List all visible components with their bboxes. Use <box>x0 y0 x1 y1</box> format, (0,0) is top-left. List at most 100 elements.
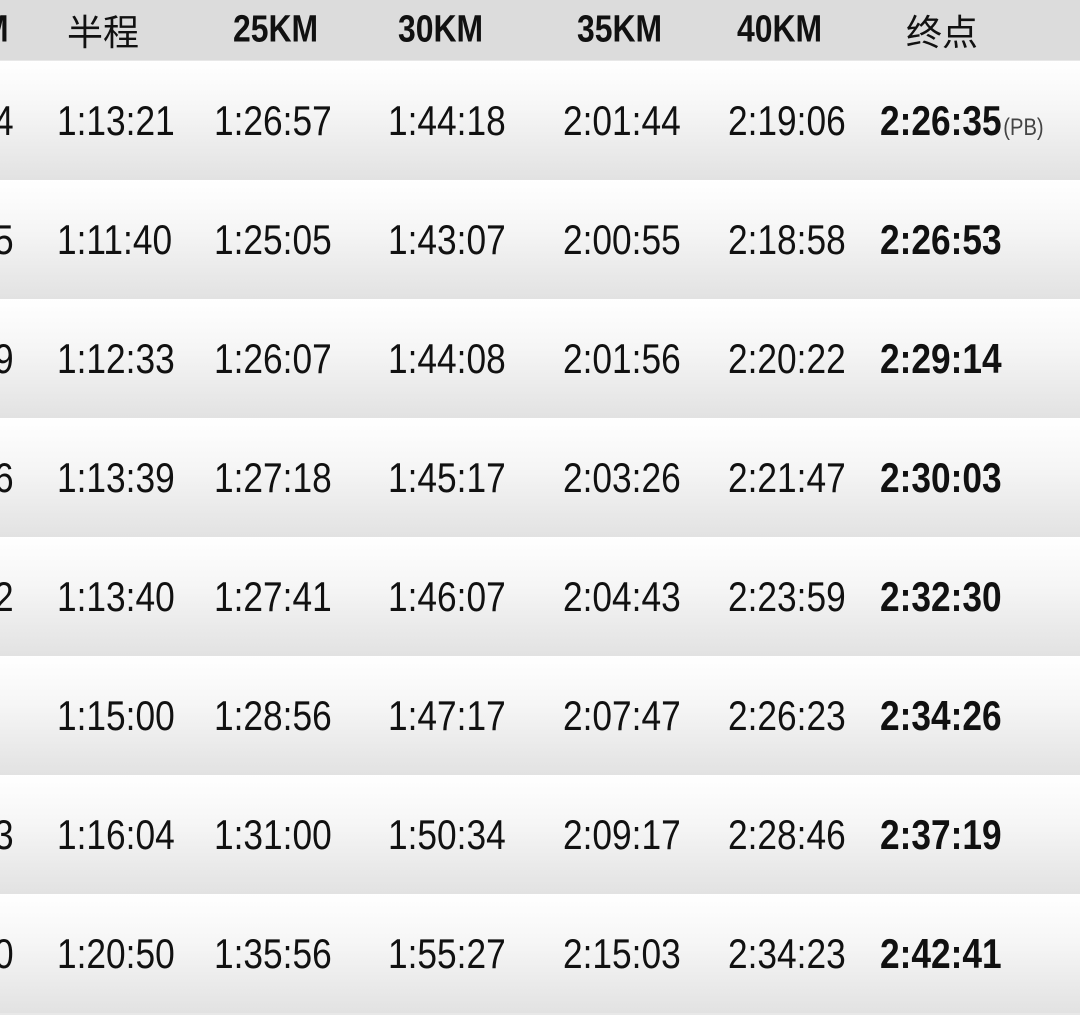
cell-text: 1:26:07 <box>214 334 332 382</box>
cell-text: 2:09:17 <box>563 810 681 858</box>
header-30km: 30KM <box>398 8 484 51</box>
table-header: M 半程 25KM 30KM 35KM 40KM 终点 <box>0 0 1080 60</box>
cell-text: 1:50:34 <box>388 810 506 858</box>
cell-finish: 2:37:19 <box>880 811 1002 859</box>
cell-text: 1:43:07 <box>388 215 506 263</box>
cell-half: 1:11:40 <box>57 216 172 264</box>
header-25km: 25KM <box>233 8 319 51</box>
cell-text: 1:55:27 <box>388 929 506 977</box>
cell-finish: 2:30:03 <box>880 454 1002 502</box>
cell-k30: 1:46:07 <box>388 573 506 621</box>
cell-text: 9 <box>0 335 14 382</box>
cell-k25: 1:35:56 <box>214 930 332 978</box>
cell-partial: 2 <box>0 573 14 621</box>
cell-text: 2:42:41 <box>880 929 1002 977</box>
cell-text: 1:12:33 <box>57 334 175 382</box>
cell-partial: 0 <box>0 930 14 978</box>
cell-k40: 2:20:22 <box>728 335 846 383</box>
cell-text: 1:44:18 <box>388 96 506 144</box>
cell-text: 1:20:50 <box>57 929 175 977</box>
cell-k25: 1:28:56 <box>214 692 332 740</box>
cell-finish: 2:42:41 <box>880 930 1002 978</box>
cell-text: 2:03:26 <box>563 453 681 501</box>
cell-text: 1:35:56 <box>214 929 332 977</box>
cell-k40: 2:28:46 <box>728 811 846 859</box>
cell-text: 2:30:03 <box>880 453 1002 501</box>
header-35km: 35KM <box>577 8 663 51</box>
table-row: 3 1:16:04 1:31:00 1:50:34 2:09:17 2:28:46 2:37… <box>0 775 1080 894</box>
table-row: 6 1:13:39 1:27:18 1:45:17 2:03:26 2:21:47 2:30… <box>0 418 1080 537</box>
cell-k30: 1:55:27 <box>388 930 506 978</box>
cell-text: 2:28:46 <box>728 810 846 858</box>
header-partial: M <box>0 9 9 52</box>
cell-k30: 1:45:17 <box>388 454 506 502</box>
cell-text: 1:47:17 <box>388 691 506 739</box>
cell-text: 2:23:59 <box>728 572 846 620</box>
cell-text: 1:46:07 <box>388 572 506 620</box>
cell-text: 2:32:30 <box>880 572 1002 620</box>
cell-text: 1:27:18 <box>214 453 332 501</box>
table-row: 4 1:13:21 1:26:57 1:44:18 2:01:44 2:19:06 2:26… <box>0 61 1080 180</box>
cell-half: 1:20:50 <box>57 930 175 978</box>
cell-k25: 1:26:57 <box>214 97 332 145</box>
cell-text: 1:44:08 <box>388 334 506 382</box>
cell-k25: 1:25:05 <box>214 216 332 264</box>
table-row: 1:15:00 1:28:56 1:47:17 2:07:47 2:26:23 2:34:… <box>0 656 1080 775</box>
cell-finish: 2:26:35(PB) <box>880 97 1044 145</box>
cell-half: 1:13:40 <box>57 573 175 621</box>
cell-partial: 3 <box>0 811 14 859</box>
cell-half: 1:12:33 <box>57 335 175 383</box>
cell-text: 2:01:56 <box>563 334 681 382</box>
table-row: 0 1:20:50 1:35:56 1:55:27 2:15:03 2:34:23 2:42… <box>0 894 1080 1013</box>
cell-half: 1:15:00 <box>57 692 175 740</box>
cell-text: 2:34:23 <box>728 929 846 977</box>
cell-text: 2:15:03 <box>563 929 681 977</box>
header-half: 半程 <box>67 12 140 53</box>
cell-k30: 1:44:18 <box>388 97 506 145</box>
cell-text: 2:01:44 <box>563 96 681 144</box>
cell-partial: 4 <box>0 97 14 145</box>
cell-finish: 2:26:53 <box>880 216 1002 264</box>
cell-text: 1:45:17 <box>388 453 506 501</box>
cell-text: 2:29:14 <box>880 334 1002 382</box>
cell-text: 2:34:26 <box>880 691 1002 739</box>
cell-text: 2:18:58 <box>728 215 846 263</box>
cell-half: 1:13:21 <box>57 97 175 145</box>
cell-text: 2:26:23 <box>728 691 846 739</box>
cell-text: 5 <box>0 216 14 263</box>
cell-k30: 1:50:34 <box>388 811 506 859</box>
cell-k30: 1:44:08 <box>388 335 506 383</box>
cell-k40: 2:34:23 <box>728 930 846 978</box>
cell-k35: 2:07:47 <box>563 692 681 740</box>
cell-half: 1:13:39 <box>57 454 175 502</box>
cell-partial: 6 <box>0 454 14 502</box>
cell-k25: 1:26:07 <box>214 335 332 383</box>
cell-k30: 1:47:17 <box>388 692 506 740</box>
cell-k25: 1:27:18 <box>214 454 332 502</box>
cell-text: 2:26:53 <box>880 215 1002 263</box>
cell-text: 1:13:40 <box>57 572 175 620</box>
cell-k35: 2:00:55 <box>563 216 681 264</box>
cell-k40: 2:19:06 <box>728 97 846 145</box>
cell-text: 2:21:47 <box>728 453 846 501</box>
cell-k40: 2:23:59 <box>728 573 846 621</box>
cell-k35: 2:09:17 <box>563 811 681 859</box>
header-finish: 终点 <box>906 12 979 53</box>
cell-text: 0 <box>0 930 14 977</box>
cell-text: 2:04:43 <box>563 572 681 620</box>
cell-text: 2:37:19 <box>880 810 1002 858</box>
cell-partial: 5 <box>0 216 14 264</box>
cell-finish: 2:32:30 <box>880 573 1002 621</box>
cell-text: 6 <box>0 454 14 501</box>
cell-text: 2:00:55 <box>563 215 681 263</box>
cell-text: 1:11:40 <box>57 215 173 263</box>
cell-text: 4 <box>0 97 14 144</box>
cell-text: 2:19:06 <box>728 96 846 144</box>
cell-text: 2:07:47 <box>563 691 681 739</box>
cell-finish: 2:29:14 <box>880 335 1002 383</box>
header-40km: 40KM <box>737 8 823 51</box>
cell-k35: 2:15:03 <box>563 930 681 978</box>
cell-text: 1:16:04 <box>57 810 175 858</box>
cell-k25: 1:31:00 <box>214 811 332 859</box>
cell-k40: 2:26:23 <box>728 692 846 740</box>
